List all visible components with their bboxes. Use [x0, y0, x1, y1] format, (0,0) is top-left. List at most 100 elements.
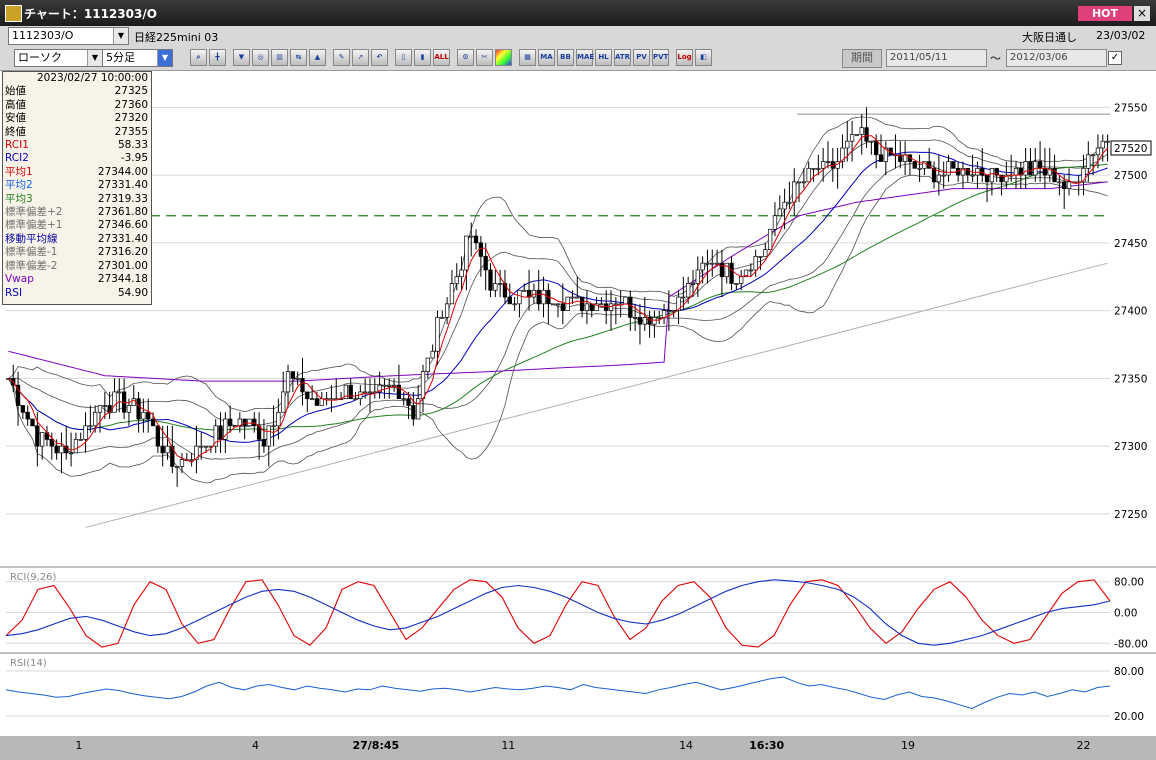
candle-body	[864, 127, 869, 142]
candle-body	[599, 303, 604, 306]
candle-body	[406, 398, 411, 406]
candle-body	[753, 256, 758, 271]
chevron-down-icon[interactable]: ▼	[87, 50, 102, 66]
candle-body	[1042, 167, 1048, 176]
candle-body	[854, 134, 860, 136]
date-tick-label: 11	[501, 739, 516, 752]
period-button[interactable]: 期間	[842, 49, 882, 68]
cursor-icon[interactable]: ➚	[352, 49, 369, 66]
candle-body	[49, 439, 54, 447]
candle-body	[763, 249, 768, 257]
log-button[interactable]: Log	[676, 49, 693, 66]
info-row: 高値 27360	[3, 99, 151, 112]
date-tick-label: 27/8:45	[352, 739, 400, 752]
candle-body	[989, 167, 995, 183]
candle-body	[922, 161, 927, 169]
hot-button[interactable]: HOT	[1078, 6, 1132, 21]
candle-body	[623, 296, 628, 305]
info-row-label: RCI2	[5, 152, 29, 165]
color-icon[interactable]	[495, 49, 512, 66]
candle-body	[551, 303, 556, 306]
price-tick-label: 27250	[1114, 509, 1147, 521]
window-icon[interactable]: ◧	[695, 49, 712, 66]
symbol-select[interactable]: 1112303/O ▼	[8, 27, 129, 45]
info-row: 安値 27320	[3, 112, 151, 125]
all-button[interactable]: ALL	[433, 49, 450, 66]
candle-body	[874, 140, 879, 156]
undo-icon[interactable]: ↶	[371, 49, 388, 66]
info-row-value: 27325	[114, 85, 148, 98]
candle-body	[377, 384, 382, 393]
interval-select[interactable]: 5分足 ▼	[102, 49, 173, 67]
atr-button[interactable]: ATR	[614, 49, 631, 66]
close-button[interactable]: ×	[1134, 6, 1150, 21]
info-row-value: 27360	[114, 98, 148, 111]
candle-body	[536, 289, 541, 305]
chevron-down-icon[interactable]: ▼	[157, 50, 172, 66]
ma-button[interactable]: MA	[538, 49, 555, 66]
date-tick-label: 4	[252, 739, 259, 752]
date-tick-label: 19	[900, 739, 915, 752]
chevron-down-icon[interactable]: ▼	[113, 28, 128, 44]
symbol-value: 1112303/O	[12, 29, 74, 42]
candle-body	[748, 269, 753, 272]
candle-body	[83, 425, 88, 440]
candle-body	[724, 262, 729, 278]
candle-body	[396, 384, 402, 400]
candle-body	[363, 391, 368, 394]
candle-body	[840, 147, 845, 162]
date-axis: 1 4 27/8:45 11 14 16:30 19 22	[0, 736, 1156, 760]
hl-button[interactable]: HL	[595, 49, 612, 66]
pv-button[interactable]: PV	[633, 49, 650, 66]
info-rows: 始値 27325 高値 27360 安値 27320 終値 27355 RCI1 58.33 RCI…	[3, 85, 151, 300]
bar-chart-icon[interactable]: ▥	[271, 49, 288, 66]
candle-body	[136, 398, 141, 420]
crosshair-icon[interactable]: ╋	[209, 49, 226, 66]
chart-svg[interactable]: 27550 27500 27450 27400 27350 27300 27250 27520…	[0, 71, 1156, 736]
zoom-icon[interactable]: ⌕	[190, 49, 207, 66]
pencil-icon[interactable]: ✎	[333, 49, 350, 66]
candle-body	[869, 140, 874, 143]
candle-body	[883, 147, 888, 162]
alert-icon[interactable]: ▲	[309, 49, 326, 66]
candle-icon[interactable]: ▯	[395, 49, 412, 66]
candle-body	[459, 269, 464, 278]
candle-body	[941, 174, 946, 177]
info-row: 標準偏差+1 27346.60	[3, 219, 151, 232]
rsi-panel-label: RSI(14)	[10, 658, 47, 669]
info-row-value: 27344.18	[97, 273, 148, 286]
compare-icon[interactable]: ⇆	[290, 49, 307, 66]
settings-icon[interactable]: ⚙	[457, 49, 474, 66]
candle-body	[59, 445, 64, 454]
period-from-field[interactable]: 2011/05/11	[886, 49, 987, 67]
rci-panel-label: RCI(9,26)	[10, 572, 57, 583]
price-tick-label: 27500	[1114, 170, 1147, 182]
candle-body	[1037, 161, 1043, 169]
candle-body	[497, 283, 503, 285]
price-tick-label: 27300	[1114, 441, 1147, 453]
window-title: チャート：1112303/O	[24, 7, 157, 21]
period-to-field[interactable]: 2012/03/06	[1006, 49, 1107, 67]
candle-body	[816, 167, 821, 170]
candle-body	[203, 445, 209, 448]
period-checkbox[interactable]: ✓	[1108, 51, 1122, 65]
tool-icon[interactable]: ✂	[476, 49, 493, 66]
candle-body	[73, 439, 79, 454]
grid-icon[interactable]: ▦	[519, 49, 536, 66]
candle-body	[806, 167, 811, 183]
pvt-button[interactable]: PVT	[652, 49, 669, 66]
candle-body	[194, 445, 199, 461]
bb-button[interactable]: BB	[557, 49, 574, 66]
rci-tick-label: -80.00	[1114, 638, 1148, 650]
chart-type-select[interactable]: ローソク ▼	[14, 49, 103, 67]
search-chart-icon[interactable]: ◎	[252, 49, 269, 66]
candle-body	[281, 391, 286, 413]
candle-alt-icon[interactable]: ▮	[414, 49, 431, 66]
download-icon[interactable]: ▼	[233, 49, 250, 66]
date-tick-label: 1	[75, 739, 83, 752]
candle-body	[266, 425, 271, 447]
bollinger-band-line	[8, 174, 1108, 484]
candle-body	[584, 303, 590, 311]
candle-body	[999, 174, 1004, 183]
mae-button[interactable]: MAE	[576, 49, 594, 66]
